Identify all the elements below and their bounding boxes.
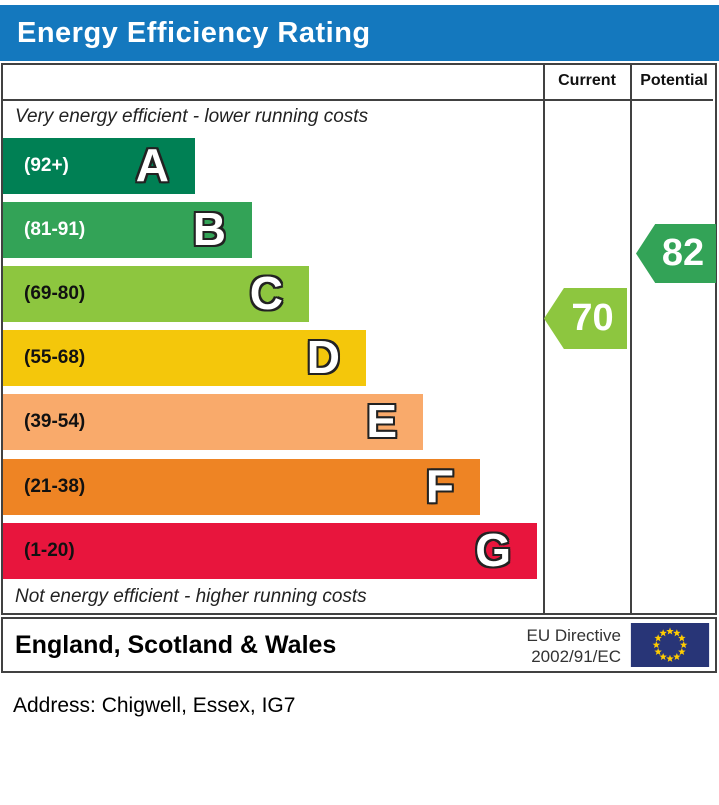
- potential-column-header: Potential: [640, 72, 708, 89]
- current-rating-value: 70: [571, 297, 614, 339]
- current-column-divider: [543, 63, 545, 615]
- eu-flag-icon: [630, 623, 710, 667]
- band-c-range: (69-80): [24, 283, 86, 304]
- band-e: (39-54) E: [3, 394, 423, 450]
- band-e-range: (39-54): [24, 411, 86, 432]
- band-g-letter: G: [475, 524, 511, 576]
- potential-rating-value: 82: [661, 232, 705, 274]
- potential-rating-arrow: 82: [636, 224, 716, 283]
- band-b-letter: B: [192, 203, 226, 255]
- current-rating-arrow: 70: [544, 288, 627, 349]
- band-b-range: (81-91): [24, 219, 86, 240]
- band-g: (1-20) G: [3, 523, 537, 579]
- eu-directive-line1: EU Directive: [526, 626, 621, 645]
- current-column-header: Current: [558, 72, 616, 89]
- band-d-range: (55-68): [24, 347, 86, 368]
- top-note: Very energy efficient - lower running co…: [15, 106, 369, 127]
- band-d-letter: D: [306, 331, 340, 383]
- eu-directive-line2: 2002/91/EC: [531, 647, 621, 666]
- band-a-letter: A: [135, 139, 169, 191]
- address-line: Address: Chigwell, Essex, IG7: [13, 694, 296, 717]
- band-c-letter: C: [249, 267, 283, 319]
- band-d: (55-68) D: [3, 330, 366, 386]
- page-title: Energy Efficiency Rating: [17, 17, 371, 49]
- band-f-range: (21-38): [24, 476, 86, 497]
- band-f: (21-38) F: [3, 459, 480, 515]
- band-a: (92+) A: [3, 138, 195, 194]
- potential-column-divider: [630, 63, 632, 615]
- band-b: (81-91) B: [3, 202, 252, 258]
- band-f-letter: F: [425, 460, 454, 512]
- band-e-letter: E: [366, 395, 397, 447]
- chart-frame: [1, 63, 717, 615]
- footer-box: England, Scotland & Wales EU Directive 2…: [1, 617, 717, 673]
- band-c: (69-80) C: [3, 266, 309, 322]
- band-g-range: (1-20): [24, 540, 75, 561]
- eu-directive-label: EU Directive 2002/91/EC: [527, 625, 621, 667]
- title-bar: Energy Efficiency Rating: [0, 5, 719, 61]
- region-label: England, Scotland & Wales: [15, 631, 337, 659]
- bottom-note: Not energy efficient - higher running co…: [15, 586, 367, 607]
- band-a-range: (92+): [24, 155, 69, 176]
- table-header-row: [1, 63, 713, 101]
